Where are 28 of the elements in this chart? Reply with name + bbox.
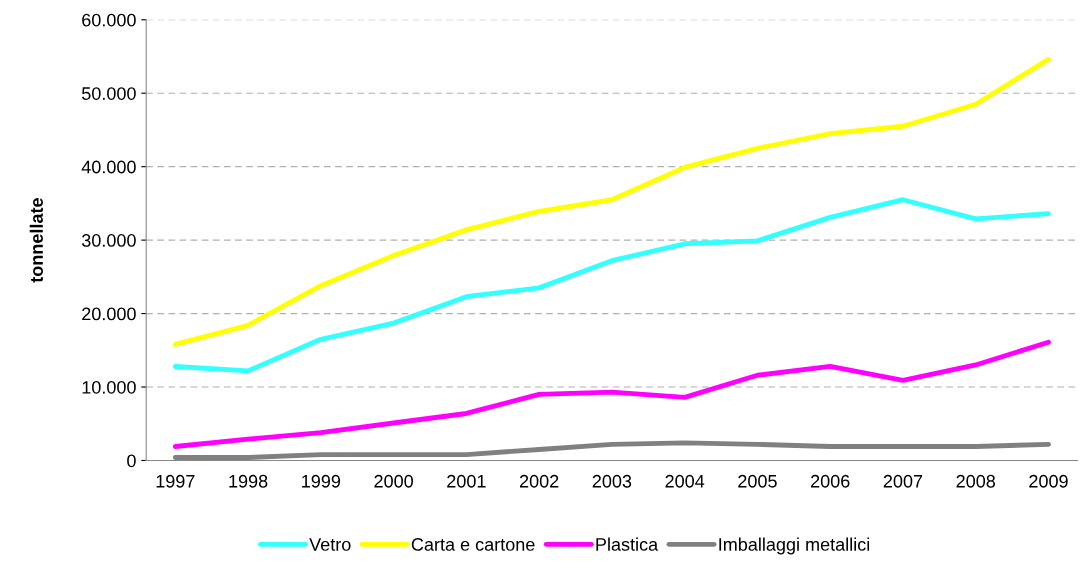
y-tick-label: 50.000 bbox=[81, 87, 136, 100]
y-tick-label: 60.000 bbox=[82, 13, 136, 27]
x-tick-label: 2000 bbox=[374, 474, 413, 488]
x-tick-label: 2007 bbox=[883, 474, 923, 488]
x-tick-label: 2004 bbox=[665, 474, 705, 488]
x-tick-label: 2008 bbox=[956, 474, 996, 488]
y-tick-label: 30.000 bbox=[81, 234, 136, 247]
legend-label: Vetro bbox=[309, 538, 351, 551]
y-tick-label: 10.000 bbox=[82, 380, 136, 394]
legend-label: Plastica bbox=[596, 537, 659, 551]
y-tick-label: 40.000 bbox=[81, 160, 136, 174]
x-tick-label: 2005 bbox=[738, 474, 777, 488]
x-tick-label: 2002 bbox=[519, 474, 559, 488]
y-tick-label: 0 bbox=[127, 454, 136, 468]
x-tick-label: 2001 bbox=[447, 474, 486, 488]
line-series bbox=[172, 339, 1051, 449]
x-tick-label: 1999 bbox=[302, 474, 341, 488]
x-tick-label: 2003 bbox=[592, 474, 632, 488]
legend-label: Carta e cartone bbox=[411, 538, 535, 551]
line-series bbox=[172, 57, 1051, 347]
y-axis-title: tonnellate bbox=[29, 198, 43, 283]
x-tick-label: 1998 bbox=[229, 474, 268, 488]
x-tick-label: 2009 bbox=[1029, 474, 1068, 488]
legend-label: Imballaggi metallici bbox=[719, 537, 870, 555]
x-tick-label: 2006 bbox=[811, 474, 850, 488]
y-tick-label: 20.000 bbox=[82, 307, 136, 321]
x-tick-label: 1997 bbox=[156, 474, 195, 488]
line-series bbox=[172, 197, 1051, 374]
